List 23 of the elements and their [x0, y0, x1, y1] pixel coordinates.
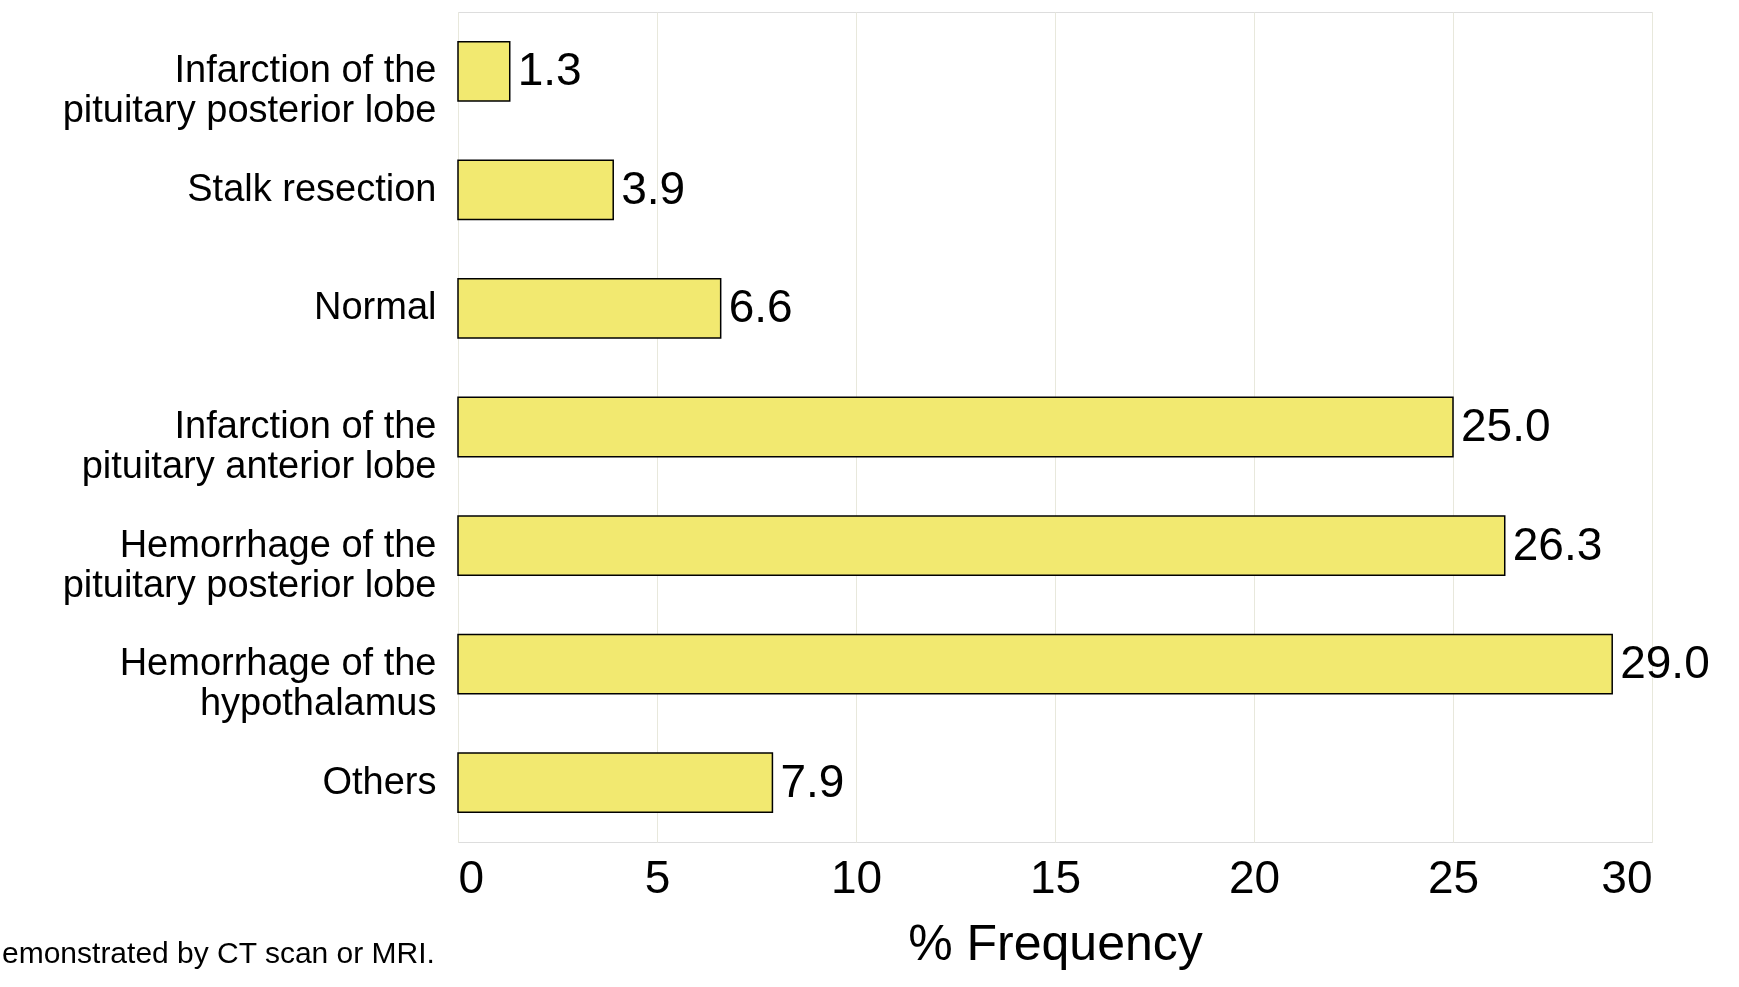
x-tick-label: 15 — [1029, 850, 1082, 903]
text: emonstrated by CT scan or MRI. — [2, 936, 435, 969]
x-tick-label: 25 — [1427, 850, 1480, 903]
x-tick-label: 0 — [458, 850, 485, 903]
data-label: 25.0 — [1461, 399, 1551, 451]
x-tick-label: 20 — [1228, 850, 1281, 903]
data-label: 1.3 — [517, 43, 582, 96]
y-tick-label: Infarction of the pituitary anterior lobe — [81, 404, 437, 486]
y-tick-label: Stalk resection — [187, 166, 437, 209]
x-tick-label: 10 — [830, 850, 883, 903]
data-label: 6.6 — [728, 280, 793, 333]
y-tick-label: Infarction of the pituitary posterior lobe — [62, 48, 437, 131]
y-tick-label: Others — [322, 759, 437, 802]
x-axis-title: % Frequency — [908, 914, 1203, 971]
data-label: 29.0 — [1620, 636, 1710, 689]
data-label: 3.9 — [621, 161, 686, 214]
data-label: 26.3 — [1512, 517, 1603, 570]
y-tick-label: Hemorrhage of the hypothalamus — [119, 641, 437, 724]
x-tick-label: 30 — [1601, 850, 1653, 903]
x-tick-label: 5 — [644, 850, 671, 903]
data-label: 7.9 — [780, 754, 845, 807]
y-tick-label: Normal — [314, 285, 437, 328]
y-tick-label: Hemorrhage of the pituitary posterior lobe — [62, 522, 437, 605]
